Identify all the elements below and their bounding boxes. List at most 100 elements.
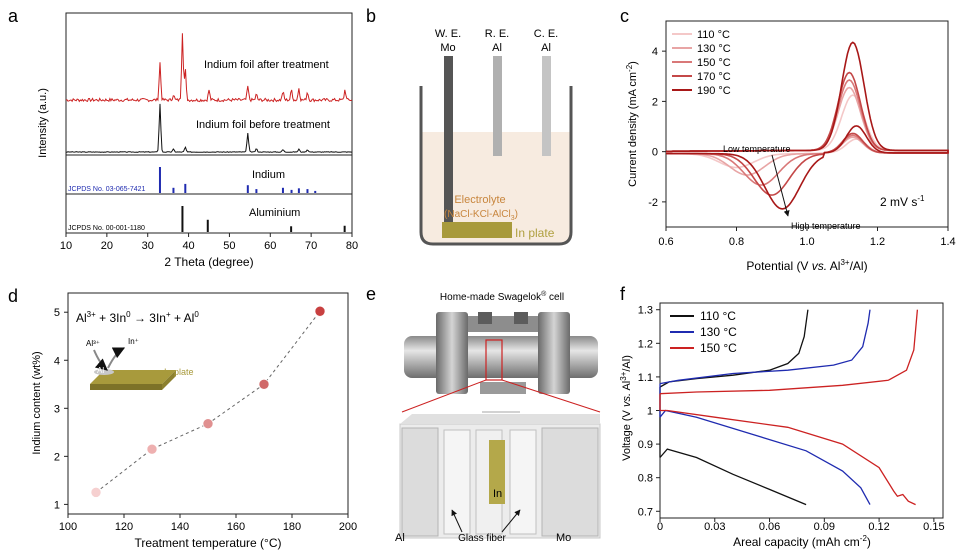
y-tick-label: 1.2 (638, 338, 653, 350)
in-plate-label: In plate (515, 226, 555, 240)
y-tick-label: 0.9 (638, 439, 653, 451)
data-points (90, 305, 326, 498)
scan-rate-label: 2 mV s-1 (880, 194, 925, 209)
y-tick-label: 1 (647, 406, 653, 418)
panel-d-frame (67, 292, 349, 515)
x-tick-label: 1.0 (799, 236, 814, 248)
x-tick-label: 0.6 (658, 236, 673, 248)
panel-c-xlabel: Potential (V vs. Al3+/Al) (746, 258, 867, 273)
data-point (202, 418, 214, 429)
cv-curve (666, 41, 949, 210)
x-tick-label: 0.06 (759, 521, 780, 533)
cv-curves (666, 41, 949, 210)
legend-label: 170 °C (697, 71, 731, 83)
zoom-box (485, 339, 503, 381)
x-tick-label: 160 (227, 521, 245, 533)
panel-b: b W. E. Mo R. E. Al C. E. Al Electrolyte… (366, 6, 573, 246)
reference-electrode (493, 56, 502, 156)
x-tick-label: 30 (142, 240, 154, 252)
swagelok-title: Home-made Swagelok® cell (440, 290, 564, 303)
data-point (314, 305, 326, 317)
label-before-treatment: Indium foil before treatment (196, 119, 330, 131)
label-after-treatment: Indium foil after treatment (204, 59, 329, 71)
y-tick-label: 1.1 (638, 372, 653, 384)
panel-a-frame (65, 12, 353, 234)
exploded-top (400, 414, 600, 424)
gcd-curves (659, 309, 919, 506)
x-tick-label: 0.15 (923, 521, 944, 533)
y-tick-label: 5 (54, 307, 60, 319)
data-point (258, 378, 270, 390)
inset-plate-edge (162, 370, 176, 390)
we-label: W. E. (435, 28, 461, 40)
panel-a: a Intensity (a.u.) 2 Theta (degree) 10 20… (8, 6, 358, 269)
y-tick-label: 1.3 (638, 305, 653, 317)
panel-f-legend: 110 °C 130 °C 150 °C (670, 309, 737, 355)
mo-electrode-block (541, 427, 599, 537)
cell-nut-left (436, 312, 468, 394)
panel-d-ylabel: Indium content (wt%) (31, 351, 43, 454)
x-tick-label: 70 (305, 240, 317, 252)
glass-fiber-right (509, 429, 537, 535)
in-label: In (493, 488, 502, 500)
we-material: Mo (440, 42, 455, 54)
zoom-line-right (501, 379, 601, 413)
series-after-treatment-line (65, 33, 353, 103)
panel-e: e Home-made Swagelok® cell In Al Mo Glas… (366, 284, 601, 544)
jcpds-indium: JCPDS No. 03-065-7421 (68, 186, 146, 193)
discharge-curve (659, 448, 807, 506)
indium-reference-sticks (158, 167, 317, 193)
y-tick-label: 0.8 (638, 473, 653, 485)
mo-label: Mo (556, 532, 571, 544)
cell-top-bolt-left (478, 312, 492, 324)
panel-a-x-ticks: 10 20 30 40 50 60 70 80 (60, 233, 358, 252)
panel-a-xlabel: 2 Theta (degree) (164, 255, 253, 269)
x-tick-label: 0.03 (704, 521, 725, 533)
inset-al-label: Al (97, 366, 104, 375)
x-tick-label: 60 (264, 240, 276, 252)
charge-curve (659, 309, 871, 385)
ce-label: C. E. (534, 28, 558, 40)
label-indium: Indium (252, 169, 285, 181)
beaker (419, 86, 573, 246)
panel-letter-c: c (620, 6, 629, 26)
panel-letter-a: a (8, 6, 19, 26)
discharge-curve (660, 409, 916, 506)
temperature-arrow (771, 154, 790, 217)
y-tick-label: 0.7 (638, 506, 653, 518)
jcpds-aluminium: JCPDS No. 00-001-1180 (68, 225, 145, 232)
x-tick-label: 0.12 (868, 521, 889, 533)
panel-c-ylabel: Current density (mA cm-2) (625, 61, 639, 187)
counter-electrode (542, 56, 551, 156)
series-before-treatment-line (65, 103, 353, 153)
in-electrode (489, 440, 505, 504)
inset-arrow-in (93, 349, 108, 371)
x-tick-label: 140 (171, 521, 189, 533)
panel-d: d 100 120 140 160 180 200 1 2 3 4 5 Indium content… (8, 286, 357, 550)
al-electrode-block (401, 427, 439, 537)
panel-f: f 0 0.03 0.06 0.09 0.12 0.15 0.7 0.8 0.9 1 1.1 1.2 1… (619, 284, 945, 549)
panel-d-ticks: 100 120 140 160 180 200 1 2 3 4 5 (54, 307, 357, 533)
legend-label: 150 °C (700, 341, 737, 355)
y-tick-label: 4 (54, 355, 60, 367)
panel-letter-b: b (366, 6, 376, 26)
label-aluminium: Aluminium (249, 207, 300, 219)
aluminium-reference-sticks (181, 206, 346, 232)
legend-label: 190 °C (697, 85, 731, 97)
panel-f-ticks: 0 0.03 0.06 0.09 0.12 0.15 0.7 0.8 0.9 1 1.1 1.2 1.3 (638, 305, 945, 533)
cell-nut-right (538, 312, 570, 394)
x-tick-label: 200 (339, 521, 357, 533)
in-plate (442, 222, 512, 238)
legend-label: 110 °C (700, 309, 736, 323)
legend-label: 150 °C (697, 57, 731, 69)
x-tick-label: 120 (115, 521, 133, 533)
y-tick-label: 0 (652, 147, 658, 159)
re-material: Al (492, 42, 502, 54)
glass-arrow-left (451, 509, 463, 533)
cell-top-bolt-right (514, 312, 528, 324)
high-temperature-label: High temperature (791, 221, 861, 231)
inset-plate-side (90, 384, 162, 390)
electrolyte-fill (421, 132, 571, 244)
working-electrode (444, 56, 453, 224)
